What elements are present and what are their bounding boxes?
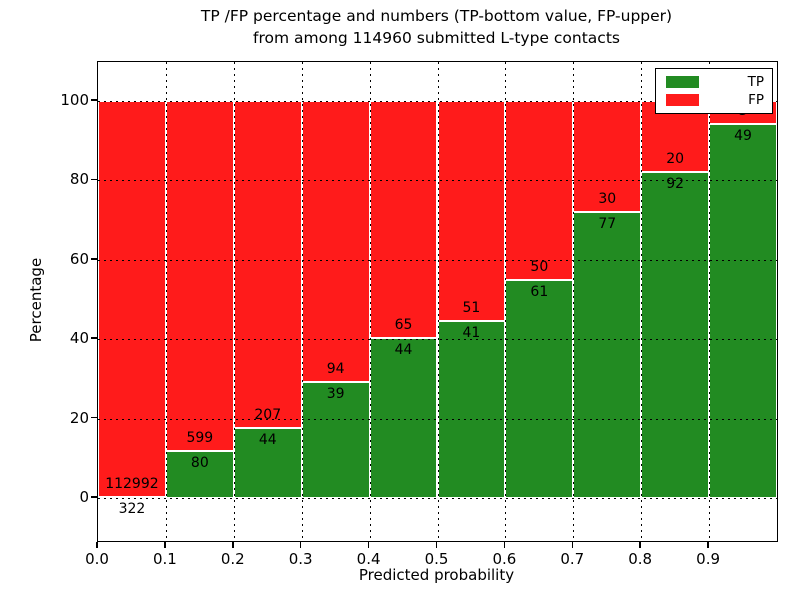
grid-line-vertical — [641, 62, 643, 541]
bar-segment-tp — [573, 212, 642, 498]
bar-segment-fp — [301, 101, 370, 382]
legend-label-tp: TP — [747, 73, 764, 90]
bar-fp-count-label: 20 — [666, 150, 685, 167]
bar-segment-tp — [709, 123, 777, 498]
x-tick-label: 0.7 — [560, 550, 585, 568]
x-axis-tick — [232, 542, 234, 548]
grid-line-vertical — [233, 62, 235, 541]
y-axis-label: Percentage — [27, 257, 45, 343]
bar-fp-count-label: 65 — [394, 316, 413, 333]
y-tick-label: 100 — [60, 91, 89, 109]
legend-label-fp: FP — [748, 92, 764, 109]
legend-entry-fp: FP — [666, 92, 764, 108]
x-axis-tick — [367, 542, 370, 548]
x-axis-tick — [299, 542, 302, 548]
bar-segment-fp — [437, 101, 506, 322]
chart-title: TP /FP percentage and numbers (TP-bottom… — [97, 5, 776, 49]
grid-line-vertical — [573, 62, 575, 541]
bar-segment-tp — [641, 171, 710, 498]
grid-line-vertical — [437, 62, 439, 541]
x-axis-tick — [435, 542, 438, 548]
legend-swatch-fp — [666, 94, 699, 107]
x-axis-tick — [707, 542, 709, 548]
x-tick-label: 0.8 — [628, 550, 653, 568]
bar-tp-count-label: 322 — [118, 500, 146, 517]
x-tick-label: 0.5 — [424, 550, 449, 568]
grid-line-vertical — [709, 62, 711, 541]
x-tick-label: 0.4 — [356, 550, 381, 568]
chart-title-line1: TP /FP percentage and numbers (TP-bottom… — [200, 7, 673, 25]
bar-tp-count-label: 92 — [666, 175, 685, 192]
legend-swatch-tp — [666, 75, 699, 88]
y-tick-label: 40 — [69, 329, 89, 348]
bar-segment-tp — [301, 381, 370, 498]
bar-segment-tp — [505, 279, 574, 498]
x-tick-label: 0.0 — [85, 550, 109, 568]
plot-area: TP FP 112992 322 599 80 207 44 94 39 65 44 51 41 50 6… — [97, 61, 778, 542]
bar-segment-fp — [233, 101, 302, 429]
bar-fp-count-label: 30 — [598, 191, 617, 208]
grid-line-vertical — [505, 62, 507, 541]
y-axis-tick — [91, 99, 97, 101]
grid-line-vertical — [165, 62, 167, 541]
x-axis-tick — [503, 542, 506, 548]
y-axis-tick — [91, 258, 97, 260]
y-axis-tick — [91, 178, 97, 181]
legend-entry-tp: TP — [666, 74, 764, 90]
bar-fp-count-label: 94 — [326, 360, 345, 377]
x-tick-label: 0.6 — [492, 550, 517, 568]
legend: TP FP — [655, 68, 773, 114]
bar-tp-count-label: 41 — [462, 325, 481, 342]
x-axis-label: Predicted probability — [358, 566, 515, 584]
bar-fp-count-label: 51 — [462, 300, 481, 317]
bar-segment-fp — [98, 101, 166, 497]
y-tick-label: 60 — [69, 249, 89, 268]
y-axis-tick — [91, 337, 97, 339]
y-axis-tick — [91, 416, 97, 419]
y-tick-label: 0 — [79, 488, 89, 506]
bar-fp-count-label: 50 — [530, 258, 549, 275]
bar-segment-fp — [369, 101, 438, 338]
bar-tp-count-label: 77 — [598, 216, 617, 233]
x-axis-tick — [639, 542, 641, 548]
x-axis-tick — [164, 542, 166, 548]
y-tick-label: 20 — [69, 408, 89, 427]
x-tick-label: 0.2 — [220, 550, 245, 568]
bar-fp-count-label: 207 — [254, 407, 282, 424]
chart-title-line2: from among 114960 submitted L-type conta… — [253, 29, 620, 47]
y-axis-tick — [91, 496, 97, 498]
bar-segment-tp — [437, 321, 506, 498]
x-tick-label: 0.9 — [696, 550, 721, 568]
bar-tp-count-label: 39 — [326, 385, 345, 402]
bar-tp-count-label: 44 — [394, 341, 413, 358]
x-axis-tick — [571, 542, 574, 548]
bar-segment-fp — [165, 101, 234, 452]
bar-tp-count-label: 80 — [190, 455, 209, 472]
bar-tp-count-label: 61 — [530, 283, 549, 300]
y-tick-label: 80 — [69, 170, 89, 189]
bar-tp-count-label: 44 — [258, 432, 277, 449]
grid-line-vertical — [301, 62, 303, 541]
bar-segment-fp — [505, 101, 574, 280]
bar-segment-tp — [165, 451, 234, 498]
x-tick-label: 0.3 — [288, 550, 313, 568]
x-axis-tick — [96, 542, 98, 548]
bar-fp-count-label: 112992 — [105, 475, 159, 492]
bar-fp-count-label: 599 — [186, 430, 214, 447]
bar-tp-count-label: 49 — [734, 127, 752, 144]
x-tick-label: 0.1 — [152, 550, 177, 568]
bar-segment-fp — [573, 101, 642, 213]
grid-line-vertical — [369, 62, 371, 541]
